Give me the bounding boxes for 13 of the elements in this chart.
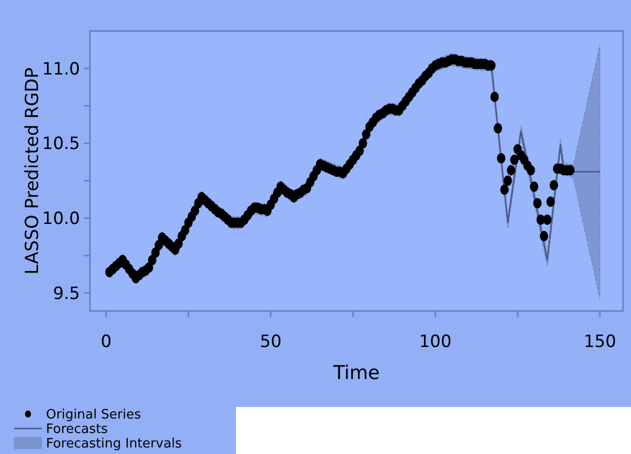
y-tick-label: 9.5 [52, 284, 80, 304]
x-tick-label: 100 [419, 332, 452, 352]
legend-label: Forecasts [46, 422, 108, 438]
legend-label: Original Series [46, 408, 142, 423]
text: Forecasting Intervals [46, 436, 182, 452]
x-tick-label: 150 [584, 332, 616, 352]
x-tick-label: 0 [100, 332, 112, 352]
y-tick-label: 10.5 [42, 134, 80, 154]
x-tick-label: 50 [260, 332, 282, 352]
y-axis-title: LASSO Predicted RGDP [22, 67, 43, 274]
y-tick-label: 10.0 [42, 209, 80, 230]
x-axis-title: Time [332, 362, 380, 384]
y-tick-label: 11.0 [42, 59, 80, 80]
